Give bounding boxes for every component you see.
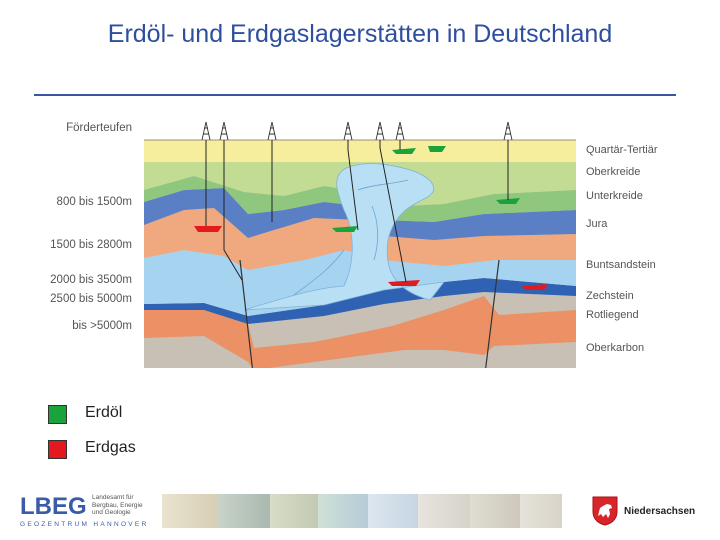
fault-right xyxy=(485,259,500,368)
layer-label: Rotliegend xyxy=(586,309,639,321)
salt-dome xyxy=(243,163,445,311)
gas-trap xyxy=(194,226,222,232)
niedersachsen-crest-icon xyxy=(592,496,618,526)
depth-label: 2500 bis 5000m xyxy=(50,293,132,305)
lbeg-logo: LBEG xyxy=(20,493,87,518)
well xyxy=(223,140,243,281)
derrick-icon xyxy=(395,121,405,141)
gas-trap xyxy=(388,280,420,286)
layer-label: Oberkreide xyxy=(586,166,641,178)
depth-header: Förderteufen xyxy=(66,122,132,134)
derrick-icon xyxy=(343,121,353,141)
footer-photo xyxy=(270,494,318,528)
footer-photo xyxy=(318,494,368,528)
svg-text:LBEG: LBEG xyxy=(20,493,87,518)
well xyxy=(347,140,359,231)
lbeg-text-line: Landesamt für xyxy=(92,494,134,501)
layer-label: Unterkreide xyxy=(586,190,643,202)
gas-trap xyxy=(522,284,548,290)
lbeg-text-line: Bergbau, Energie xyxy=(92,501,143,509)
layer-zechstein xyxy=(144,278,576,324)
oil-trap xyxy=(428,146,446,152)
layer-label: Jura xyxy=(586,218,608,230)
oil-trap xyxy=(332,226,358,232)
oil-trap xyxy=(392,148,416,154)
depth-label: 800 bis 1500m xyxy=(56,196,132,208)
derrick-icon xyxy=(503,121,513,141)
oil-trap xyxy=(496,198,520,204)
footer-photo xyxy=(470,494,520,528)
depth-label: 2000 bis 3500m xyxy=(50,274,132,286)
layer-label: Quartär-Tertiär xyxy=(586,144,658,156)
layer-label: Zechstein xyxy=(586,290,634,302)
derrick-icon xyxy=(219,121,229,141)
derrick-icon xyxy=(375,121,385,141)
page-title: Erdöl- und Erdgaslagerstätten in Deutsch… xyxy=(107,20,613,48)
title-divider xyxy=(34,94,676,96)
layer-label: Buntsandstein xyxy=(586,259,656,271)
layer-quartaer-tertiaer xyxy=(144,140,576,162)
well xyxy=(379,140,407,283)
layer-rotliegend xyxy=(144,296,576,368)
derrick-icon xyxy=(267,121,277,141)
footer-photo xyxy=(368,494,418,528)
lbeg-description: Landesamt für Bergbau, Energie und Geolo… xyxy=(92,494,143,517)
niedersachsen-label: Niedersachsen xyxy=(624,506,696,517)
depth-label: bis >5000m xyxy=(72,320,132,332)
derrick-icon xyxy=(201,121,211,141)
footer-photo xyxy=(218,494,270,528)
legend-swatch-oil xyxy=(48,405,67,424)
legend-label-oil: Erdöl xyxy=(85,404,123,421)
depth-label: 1500 bis 2800m xyxy=(50,239,132,251)
layer-label: Oberkarbon xyxy=(586,342,645,354)
geological-cross-section xyxy=(144,110,576,368)
lbeg-text-line: und Geologie xyxy=(92,509,131,516)
geozentrum-label: GEOZENTRUM HANNOVER xyxy=(20,521,149,528)
footer-photo xyxy=(418,494,470,528)
fault-left xyxy=(239,259,253,368)
legend-label-gas: Erdgas xyxy=(85,439,136,456)
legend-swatch-gas xyxy=(48,440,67,459)
footer-photo xyxy=(162,494,218,528)
footer-photo xyxy=(520,494,562,528)
